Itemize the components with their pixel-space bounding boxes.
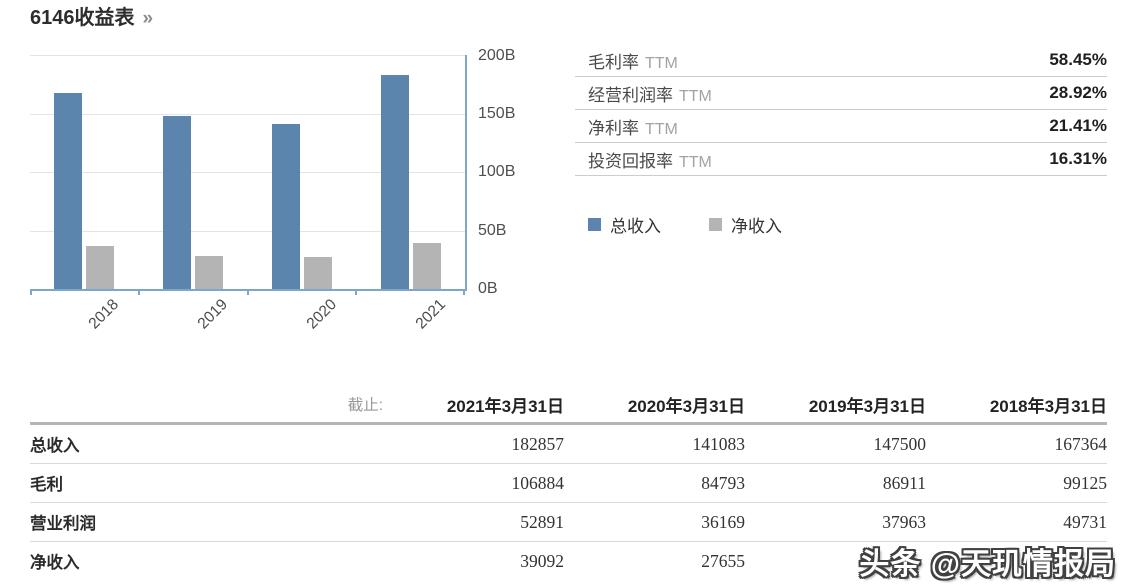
legend-swatch-net-income bbox=[709, 218, 722, 231]
table-row-net-income: 净收入 39092 27655 bbox=[30, 542, 1107, 580]
financials-table: 截止: 2021年3月31日 2020年3月31日 2019年3月31日 201… bbox=[30, 386, 1107, 580]
revenue-bar-chart bbox=[30, 55, 467, 295]
y-tick-label: 200B bbox=[478, 47, 516, 64]
table-row-gross-profit: 毛利 106884 84793 86911 99125 bbox=[30, 464, 1107, 503]
revenue-bar-2019[interactable] bbox=[163, 116, 192, 289]
x-axis-tick bbox=[463, 289, 465, 295]
ttm-tag: TTM bbox=[645, 120, 678, 138]
metric-label: 净利率 TTM bbox=[588, 118, 678, 138]
x-tick-label-2020: 2020 bbox=[303, 296, 341, 333]
row-label: 净收入 bbox=[30, 554, 80, 572]
cell-value: 182857 bbox=[511, 433, 565, 454]
page-title: 6146收益表 » bbox=[30, 1, 153, 30]
ttm-tag: TTM bbox=[645, 54, 678, 72]
table-row-total-revenue: 总收入 182857 141083 147500 167364 bbox=[30, 425, 1107, 464]
cell-value: 37963 bbox=[882, 511, 926, 532]
gridline-100b bbox=[30, 172, 465, 173]
x-axis-tick bbox=[246, 289, 249, 295]
revenue-bar-2021[interactable] bbox=[380, 75, 409, 289]
x-axis-tick bbox=[137, 289, 140, 295]
cell-value: 167364 bbox=[1054, 433, 1108, 454]
legend-swatch-revenue bbox=[588, 218, 601, 231]
metric-label: 经营利润率 TTM bbox=[588, 85, 712, 105]
metric-label: 毛利率 TTM bbox=[588, 52, 678, 72]
y-tick-label: 100B bbox=[478, 163, 516, 180]
bar-group-2021 bbox=[356, 55, 465, 289]
metric-value: 21.41% bbox=[1049, 116, 1107, 135]
cell-value: 49731 bbox=[1063, 511, 1107, 532]
cell-value: 36169 bbox=[701, 511, 745, 532]
bar-groups bbox=[30, 55, 465, 289]
gridline-50b bbox=[30, 230, 465, 232]
chart-legend: 总收入 净收入 bbox=[588, 212, 782, 237]
x-tick-label-2018: 2018 bbox=[85, 296, 123, 333]
row-label: 总收入 bbox=[30, 437, 80, 455]
y-tick-label: 50B bbox=[478, 222, 507, 239]
metric-row-roi: 投资回报率 TTM 16.31% bbox=[575, 143, 1107, 176]
column-header-2018: 2018年3月31日 bbox=[989, 396, 1107, 416]
x-tick-label-2019: 2019 bbox=[194, 296, 232, 333]
y-tick-label: 150B bbox=[478, 105, 516, 122]
watermark: 头条 @天玑情报局 bbox=[859, 548, 1116, 581]
metric-value: 28.92% bbox=[1049, 83, 1107, 102]
cell-value: 39092 bbox=[520, 550, 564, 571]
ttm-tag: TTM bbox=[679, 153, 712, 171]
row-label: 营业利润 bbox=[30, 515, 96, 533]
x-axis-tick bbox=[355, 289, 358, 295]
legend-label: 总收入 bbox=[610, 217, 661, 236]
more-link-icon[interactable]: » bbox=[142, 8, 154, 29]
metric-row-operating-margin: 经营利润率 TTM 28.92% bbox=[575, 77, 1107, 110]
cell-value: 52891 bbox=[520, 511, 564, 532]
ttm-tag: TTM bbox=[679, 87, 712, 105]
cell-value: 86911 bbox=[882, 472, 926, 493]
legend-label: 净收入 bbox=[731, 217, 782, 236]
revenue-bar-2020[interactable] bbox=[271, 123, 300, 289]
x-tick-label-2021: 2021 bbox=[412, 296, 450, 333]
legend-item-net-income[interactable]: 净收入 bbox=[709, 212, 782, 237]
metric-label: 投资回报率 TTM bbox=[588, 151, 712, 171]
gridline-200b bbox=[30, 55, 465, 56]
bar-group-2019 bbox=[139, 55, 248, 289]
ending-label: 截止: bbox=[347, 397, 383, 414]
cell-value: 147500 bbox=[873, 433, 927, 454]
net-income-bar-2018[interactable] bbox=[86, 245, 115, 289]
column-header-2019: 2019年3月31日 bbox=[808, 396, 926, 416]
column-header-2020: 2020年3月31日 bbox=[627, 396, 745, 416]
legend-item-revenue[interactable]: 总收入 bbox=[588, 212, 661, 237]
row-label: 毛利 bbox=[30, 476, 63, 494]
metric-value: 58.45% bbox=[1049, 50, 1107, 69]
table-header-row: 截止: 2021年3月31日 2020年3月31日 2019年3月31日 201… bbox=[30, 386, 1107, 425]
cell-value: 27655 bbox=[701, 550, 745, 571]
cell-value: 106884 bbox=[511, 472, 565, 493]
table-row-operating-income: 营业利润 52891 36169 37963 49731 bbox=[30, 503, 1107, 542]
page-title-text: 6146收益表 bbox=[30, 7, 135, 29]
net-income-bar-2019[interactable] bbox=[195, 255, 224, 289]
column-header-2021: 2021年3月31日 bbox=[446, 396, 564, 416]
y-tick-label: 0B bbox=[478, 280, 498, 297]
gridline-150b bbox=[30, 113, 465, 115]
cell-value: 99125 bbox=[1063, 472, 1107, 493]
cell-value: 141083 bbox=[692, 433, 746, 454]
net-income-bar-2020[interactable] bbox=[303, 256, 332, 289]
bar-group-2020 bbox=[248, 55, 357, 289]
cell-value: 84793 bbox=[701, 472, 745, 493]
metric-row-gross-margin: 毛利率 TTM 58.45% bbox=[575, 44, 1107, 77]
ttm-metrics-list: 毛利率 TTM 58.45% 经营利润率 TTM 28.92% 净利率 TTM 21.… bbox=[575, 44, 1107, 176]
revenue-bar-2018[interactable] bbox=[54, 93, 83, 289]
metric-value: 16.31% bbox=[1049, 149, 1107, 168]
metric-row-net-margin: 净利率 TTM 21.41% bbox=[575, 110, 1107, 143]
net-income-bar-2021[interactable] bbox=[412, 243, 441, 289]
bar-group-2018 bbox=[30, 55, 139, 289]
x-axis-tick bbox=[30, 289, 32, 295]
